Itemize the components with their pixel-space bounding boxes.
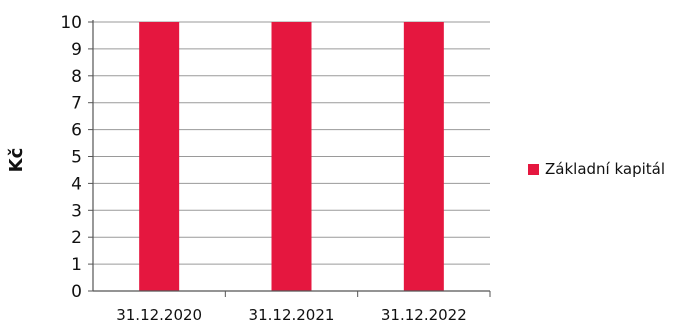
y-tick-label: 0 [71,282,82,302]
bar [403,22,444,291]
y-tick-label: 9 [71,40,82,60]
y-tick-label: 2 [71,228,82,248]
legend-swatch [528,163,539,175]
x-tick-labels: 31.12.2020 31.12.2021 31.12.2022 [116,306,467,324]
axes [88,20,491,297]
y-tick-label: 3 [71,201,82,221]
y-tick-label: 4 [71,174,82,194]
y-axis-label: Kč [6,148,27,173]
x-tick-label: 31.12.2021 [249,306,335,324]
y-tick-label: 1 [71,255,82,275]
y-tick-label: 5 [71,148,82,168]
bar [139,22,180,291]
legend-label: Základní kapitál [545,160,666,178]
y-tick-labels: 0 1 2 3 4 5 6 7 8 9 10 [60,13,82,302]
x-tick-label: 31.12.2022 [381,306,467,324]
y-tick-label: 10 [60,13,82,33]
bar [271,22,312,291]
bars [139,22,444,291]
x-tick-label: 31.12.2020 [116,306,202,324]
y-tick-label: 6 [71,121,82,141]
y-tick-label: 8 [71,67,82,87]
y-tick-label: 7 [71,94,82,114]
legend: Základní kapitál [528,160,665,178]
